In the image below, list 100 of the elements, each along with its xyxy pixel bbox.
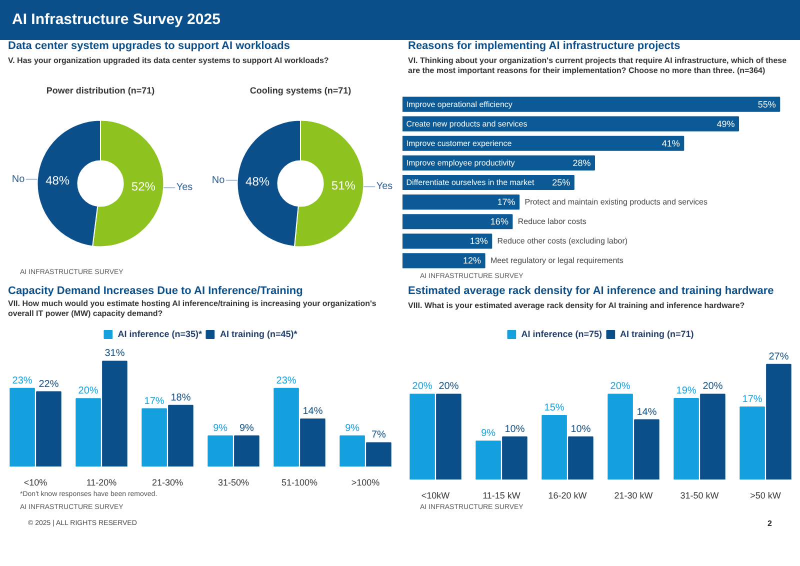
data-label: 14% <box>636 406 657 418</box>
bar <box>36 391 62 466</box>
data-label: 9% <box>239 422 254 434</box>
data-label: 28% <box>572 158 591 168</box>
data-label: 14% <box>302 406 323 417</box>
bar <box>476 440 501 480</box>
data-label: 17% <box>742 394 762 405</box>
bar <box>366 442 392 466</box>
data-label: 23% <box>276 375 296 386</box>
data-label: 9% <box>345 422 360 434</box>
bar <box>542 415 567 480</box>
bar <box>402 136 684 151</box>
bar <box>410 394 435 480</box>
bar <box>402 116 739 132</box>
x-tick-label: 16-20 kW <box>548 490 588 500</box>
bar <box>402 194 520 210</box>
data-label: 31% <box>104 348 125 360</box>
data-label: 20% <box>438 381 459 392</box>
bar <box>402 96 780 112</box>
slice-label: Yes <box>376 181 393 192</box>
bar <box>700 394 726 480</box>
data-label: 9% <box>481 428 496 440</box>
slice-label: No <box>212 174 226 186</box>
bar <box>740 406 765 480</box>
data-label: 22% <box>38 378 59 390</box>
y-tick-label: Improve customer experience <box>406 138 512 148</box>
bar <box>142 408 167 466</box>
data-label: 23% <box>12 375 32 386</box>
x-tick-label: 31-50 kW <box>680 490 720 500</box>
x-tick-label: 11-15 kW <box>482 490 521 500</box>
text: Data center system upgrades to support AI workloads <box>8 40 290 54</box>
legend-label: AI training (n=71) <box>620 329 694 339</box>
data-label: 20% <box>412 381 432 392</box>
bar <box>76 398 101 466</box>
data-label: 41% <box>662 138 680 148</box>
bar <box>766 364 792 480</box>
data-label: 7% <box>371 430 386 441</box>
data-label: 10% <box>570 424 591 435</box>
x-tick-label: 31-50% <box>218 478 250 488</box>
bar <box>340 435 365 466</box>
data-label: 18% <box>170 392 191 404</box>
bar <box>502 436 528 480</box>
chart-subtitle: VII. How much would you estimate hosting AI inference/training is increasing your organization's overall IT power (MW) capacity demand? <box>8 299 378 319</box>
x-tick-label: 21-30% <box>152 478 184 488</box>
legend-label: AI inference (n=35)* <box>118 329 202 339</box>
bar <box>568 436 594 480</box>
y-tick-label: Meet regulatory or legal requirements <box>490 256 624 266</box>
slice-label: Yes <box>176 182 193 194</box>
data-label: 20% <box>78 386 98 397</box>
data-label: 15% <box>544 402 564 414</box>
chart-title: Estimated average rack density for AI inference and training hardware <box>408 285 774 299</box>
x-tick-label: <10kW <box>421 490 450 500</box>
text: 2 <box>768 519 772 529</box>
x-tick-label: 51-100% <box>281 478 318 488</box>
text: AI Infrastructure Survey 2025 <box>12 11 220 30</box>
data-label: 19% <box>676 385 696 396</box>
bar <box>402 214 513 230</box>
data-label: 27% <box>768 351 789 362</box>
data-label: 48% <box>246 174 270 188</box>
data-label: 51% <box>331 178 356 193</box>
x-tick-label: <10% <box>24 478 48 488</box>
bar <box>402 253 486 268</box>
y-tick-label: Protect and maintain existing products and services <box>524 198 708 207</box>
chart-title: Reasons for implementing AI infrastructure projects <box>408 40 680 54</box>
bar <box>402 234 492 249</box>
bar <box>634 419 660 480</box>
bar <box>608 394 633 480</box>
chart-title: Cooling systems (n=71) <box>250 86 352 96</box>
x-tick-label: 21-30 kW <box>614 490 654 500</box>
x-tick-label: >50 kW <box>750 490 782 500</box>
data-label: 17% <box>497 197 516 208</box>
y-tick-label: Improve operational efficiency <box>406 100 512 109</box>
x-tick-label: >100% <box>351 478 380 488</box>
legend-label: AI inference (n=75) <box>521 329 602 339</box>
bar <box>168 404 194 466</box>
data-label: 20% <box>610 381 630 392</box>
bar <box>102 360 128 466</box>
data-label: 16% <box>490 216 508 227</box>
legend-label: AI training (n=45)* <box>220 329 298 339</box>
data-label: 48% <box>46 174 70 188</box>
x-tick-label: 11-20% <box>86 478 117 488</box>
y-tick-label: Reduce other costs (excluding labor) <box>497 236 628 246</box>
data-label: 10% <box>504 424 525 435</box>
y-tick-label: Improve employee productivity <box>406 158 515 168</box>
text: V. Has your organization upgraded its data center systems to support AI workloads? <box>8 56 329 66</box>
bar <box>274 388 299 466</box>
data-label: 25% <box>552 178 570 188</box>
data-label: 55% <box>758 99 776 110</box>
bar <box>10 388 35 466</box>
data-label: 52% <box>131 179 156 194</box>
chart-title: Power distribution (n=71) <box>46 86 155 96</box>
bar <box>436 394 462 480</box>
y-tick-label: Differentiate ourselves in the market <box>406 178 535 187</box>
y-tick-label: Reduce labor costs <box>518 217 586 226</box>
bar <box>300 418 326 466</box>
data-label: 13% <box>470 236 488 246</box>
chart-subtitle: VI. Thinking about your organization's current projects that require AI infrastructure, which of these are the most important reasons for their implementation? Choose no more than three. (n=364) <box>408 56 788 76</box>
chart-title: Capacity Demand Increases Due to AI Inference/Training <box>8 285 303 299</box>
y-tick-label: Create new products and services <box>406 119 528 128</box>
data-label: 49% <box>716 118 735 129</box>
